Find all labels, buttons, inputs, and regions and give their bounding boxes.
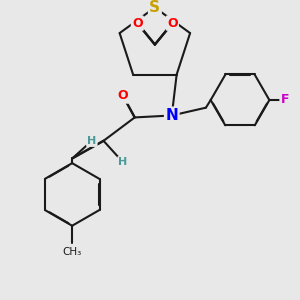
Text: H: H xyxy=(118,157,128,167)
Text: S: S xyxy=(149,0,161,15)
Text: F: F xyxy=(280,93,289,106)
Text: N: N xyxy=(165,108,178,123)
Text: H: H xyxy=(87,136,97,146)
Text: O: O xyxy=(118,89,128,103)
Text: O: O xyxy=(167,16,178,30)
Text: CH₃: CH₃ xyxy=(63,247,82,257)
Text: O: O xyxy=(132,16,142,30)
